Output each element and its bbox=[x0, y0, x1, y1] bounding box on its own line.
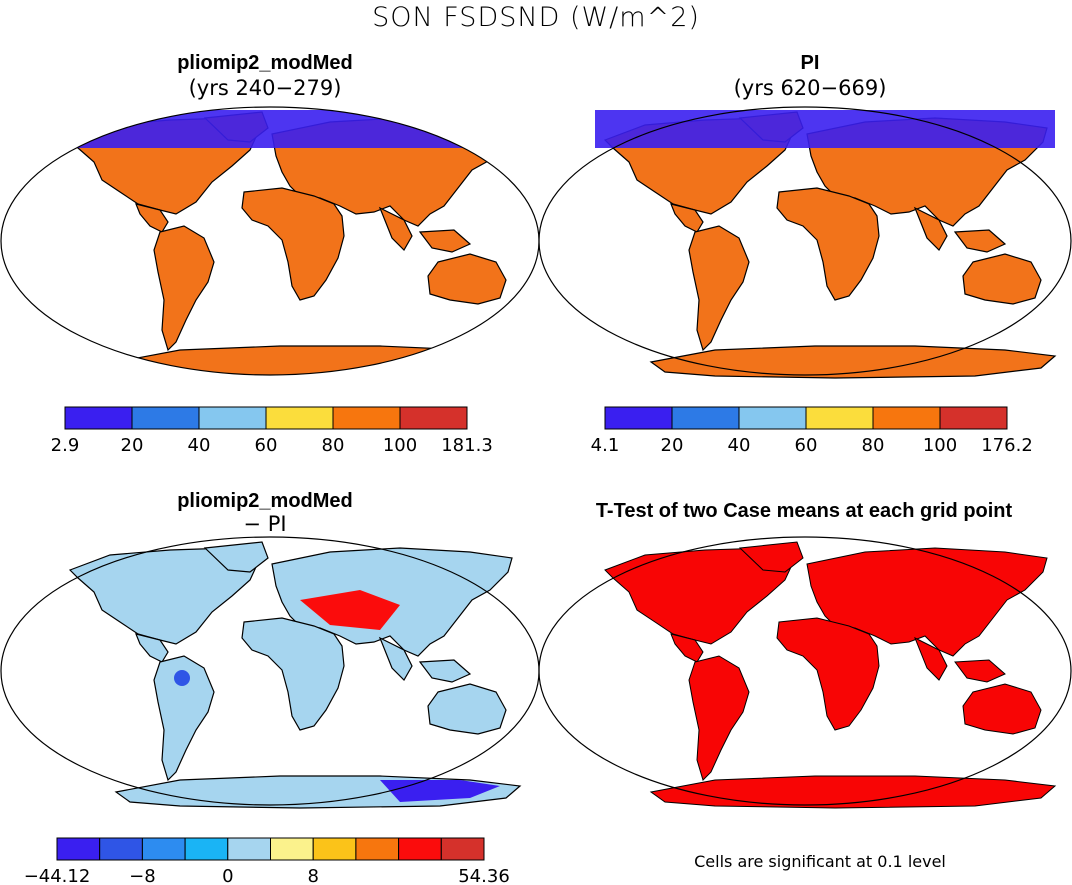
colorbar-swatch bbox=[64, 406, 133, 430]
colorbar-tick-label: 60 bbox=[255, 435, 278, 456]
map-panel-b bbox=[595, 110, 1056, 379]
colorbar-swatch bbox=[355, 837, 400, 861]
colorbar-swatch bbox=[440, 837, 485, 861]
colorbar-swatch bbox=[939, 406, 1008, 430]
panel-b-subtitle: (yrs 620−669) bbox=[733, 76, 887, 100]
panel-d-title: T-Test of two Case means at each grid po… bbox=[595, 500, 1013, 522]
colorbar-a: 2.9 20 40 60 80 100 181.3 bbox=[51, 406, 493, 456]
figure-title: SON FSDSND (W/m^2) bbox=[372, 2, 700, 33]
colorbar-tick-label: 60 bbox=[795, 435, 818, 456]
colorbar-swatch bbox=[671, 406, 740, 430]
colorbar-tick-label: 2.9 bbox=[51, 435, 80, 456]
colorbar-swatch bbox=[805, 406, 874, 430]
colorbar-swatch bbox=[872, 406, 941, 430]
colorbar-swatch bbox=[270, 837, 314, 861]
colorbar-swatch bbox=[227, 837, 272, 861]
panel-c-title: pliomip2_modMed bbox=[177, 490, 353, 512]
colorbar-tick-label: 0 bbox=[222, 866, 233, 885]
colorbar-tick-label: −8 bbox=[129, 866, 156, 885]
colorbar-swatch bbox=[332, 406, 401, 430]
panel-a-subtitle: (yrs 240−279) bbox=[188, 76, 342, 100]
colorbar-tick-label: 181.3 bbox=[441, 435, 493, 456]
colorbar-c: −44.12 −8 0 8 54.36 bbox=[24, 837, 510, 885]
colorbar-swatch bbox=[184, 837, 229, 861]
colorbar-b: 4.1 20 40 60 80 100 176.2 bbox=[591, 406, 1033, 456]
colorbar-swatch bbox=[312, 837, 357, 861]
colorbar-tick-label: 100 bbox=[383, 435, 417, 456]
colorbar-swatch bbox=[141, 837, 186, 861]
colorbar-swatch bbox=[131, 406, 200, 430]
colorbar-tick-label: 80 bbox=[322, 435, 345, 456]
colorbar-swatch bbox=[398, 837, 442, 861]
colorbar-tick-label: 40 bbox=[728, 435, 751, 456]
colorbar-swatch bbox=[604, 406, 673, 430]
colorbar-swatch bbox=[56, 837, 101, 861]
colorbar-swatch bbox=[738, 406, 807, 430]
colorbar-swatch bbox=[399, 406, 468, 430]
colorbar-tick-label: 40 bbox=[188, 435, 211, 456]
colorbar-swatch bbox=[99, 837, 143, 861]
colorbar-tick-label: 20 bbox=[661, 435, 684, 456]
colorbar-tick-label: 8 bbox=[307, 866, 318, 885]
colorbar-tick-label: 20 bbox=[121, 435, 144, 456]
panel-d-note: Cells are significant at 0.1 level bbox=[694, 852, 946, 871]
panel-a-title: pliomip2_modMed bbox=[177, 52, 353, 74]
colorbar-swatch bbox=[198, 406, 267, 430]
colorbar-tick-label: 54.36 bbox=[458, 866, 510, 885]
colorbar-tick-label: 4.1 bbox=[591, 435, 620, 456]
colorbar-tick-label: −44.12 bbox=[24, 866, 91, 885]
colorbar-swatch bbox=[265, 406, 334, 430]
colorbar-tick-label: 100 bbox=[923, 435, 957, 456]
colorbar-tick-label: 80 bbox=[862, 435, 885, 456]
panel-c-subtitle: − PI bbox=[243, 512, 287, 536]
panel-b-title: PI bbox=[800, 52, 820, 74]
colorbar-tick-label: 176.2 bbox=[981, 435, 1033, 456]
